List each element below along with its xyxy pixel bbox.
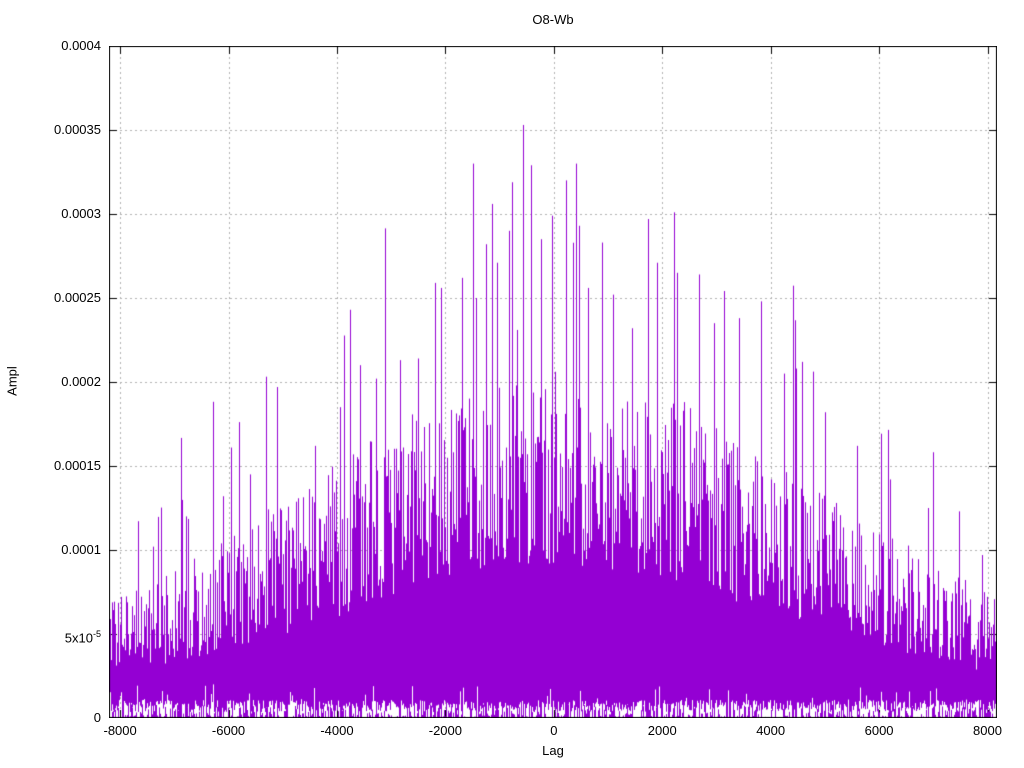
y-tick-label: 5x10-5: [64, 629, 101, 646]
y-tick-label: 0.00035: [54, 122, 101, 137]
y-tick-label: 0.0001: [61, 542, 101, 557]
plot-area: [109, 46, 997, 718]
x-tick-label: 4000: [756, 723, 786, 738]
x-tick-label: 6000: [864, 723, 894, 738]
x-tick-label: 0: [550, 723, 558, 738]
y-tick-label: 0.0002: [61, 374, 101, 389]
x-tick-label: -4000: [320, 723, 354, 738]
y-tick-label: 0.0004: [61, 38, 101, 53]
x-axis-title: Lag: [542, 743, 564, 758]
x-tick-label: -2000: [428, 723, 462, 738]
y-tick-label: 0.00015: [54, 458, 101, 473]
x-tick-label: 2000: [647, 723, 677, 738]
y-tick-label: 0: [93, 710, 101, 725]
chart-title: O8-Wb: [532, 12, 574, 27]
x-tick-label: -6000: [211, 723, 246, 738]
y-tick-label: 0.0003: [61, 206, 101, 221]
x-tick-label: -8000: [103, 723, 137, 738]
x-tick-label: 8000: [973, 723, 1002, 738]
y-tick-label: 0.00025: [54, 290, 101, 305]
